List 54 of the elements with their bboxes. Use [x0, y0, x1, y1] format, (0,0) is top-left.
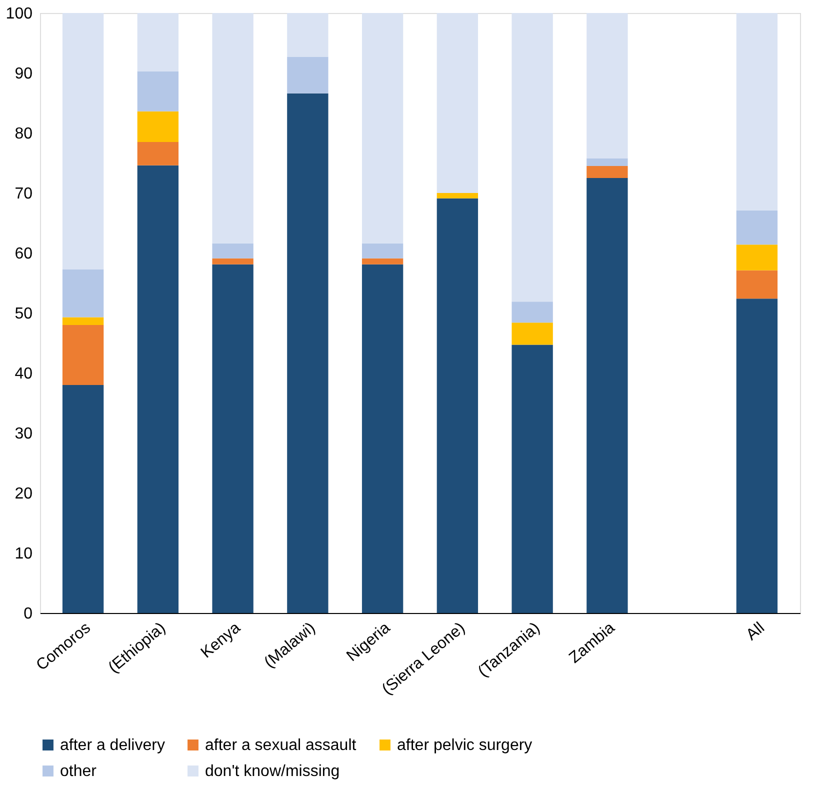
bar [287, 93, 328, 613]
bar [62, 269, 104, 318]
bar [287, 56, 328, 94]
y-tick-label: 60 [14, 246, 33, 262]
bar [362, 13, 404, 244]
bar [736, 13, 778, 210]
y-tick-label: 20 [14, 486, 33, 502]
y-tick-label: 30 [14, 426, 33, 442]
legend-label: after a delivery [60, 737, 165, 754]
bar [586, 178, 628, 613]
bar [137, 142, 179, 166]
y-tick-label: 100 [6, 6, 33, 22]
bar [362, 258, 404, 264]
y-tick-label: 90 [14, 66, 33, 82]
y-tick-label: 70 [14, 186, 33, 202]
bar [362, 243, 404, 258]
bar [137, 71, 179, 112]
y-tick-label: 50 [14, 306, 33, 322]
bar [137, 165, 179, 613]
legend-label: don't know/missing [205, 763, 340, 780]
bar [586, 158, 628, 166]
bar [137, 13, 179, 72]
bar [212, 243, 254, 258]
bar [512, 344, 553, 613]
bar [736, 210, 778, 245]
bar [512, 13, 553, 302]
y-tick-label: 80 [14, 126, 33, 142]
bar [736, 270, 778, 299]
bar [287, 13, 328, 57]
bar [62, 385, 104, 613]
bar [137, 111, 179, 142]
bar [586, 13, 628, 158]
x-tick-label: All [743, 620, 768, 644]
bar [62, 13, 104, 270]
bar [586, 166, 628, 178]
bar [62, 317, 104, 325]
bar [212, 258, 254, 264]
bar [736, 244, 778, 270]
y-tick-label: 0 [24, 606, 33, 622]
bar [362, 264, 404, 613]
legend-label: after pelvic surgery [397, 737, 532, 754]
bar [436, 193, 478, 198]
y-tick-label: 40 [14, 366, 33, 382]
y-tick-label: 10 [14, 546, 33, 562]
legend-label: other [60, 763, 98, 780]
bar [436, 13, 478, 193]
legend-label: after a sexual assault [205, 737, 357, 754]
bar [436, 198, 478, 613]
bar [736, 298, 778, 613]
bar [62, 325, 104, 385]
bar [512, 322, 553, 345]
bar [212, 13, 254, 244]
bar [512, 302, 553, 323]
bar [212, 264, 254, 613]
